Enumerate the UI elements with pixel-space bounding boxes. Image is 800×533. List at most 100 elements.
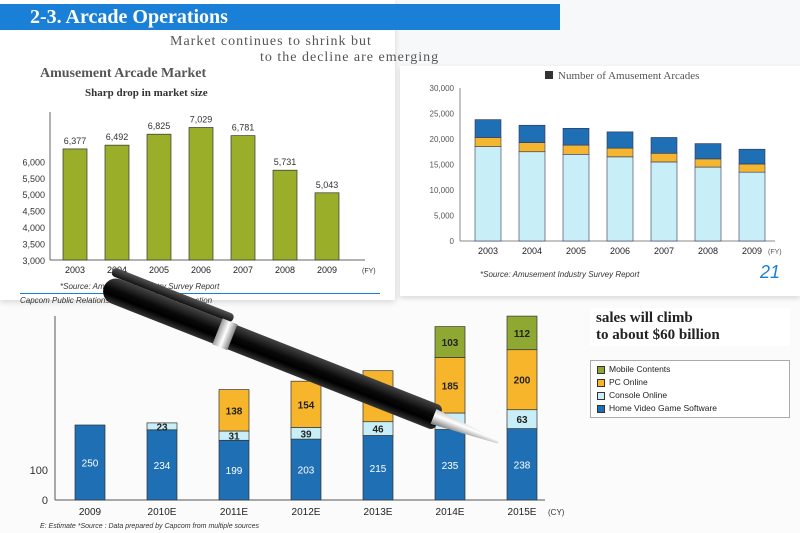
y-tick-label: 6,000 <box>22 157 45 167</box>
x-tick-label: 2005 <box>566 246 586 256</box>
bar-segment <box>562 144 590 155</box>
y-tick-label: 5,500 <box>22 174 45 184</box>
bar-segment <box>650 161 678 242</box>
bar <box>230 135 256 261</box>
x-tick-label: 2008 <box>275 265 295 275</box>
bar-data-label: 5,731 <box>274 157 297 167</box>
bar-segment <box>474 146 502 242</box>
bar-segment <box>694 158 722 168</box>
bar <box>104 144 130 261</box>
headline: sales will climb to about $60 billion <box>590 308 790 346</box>
x-tick-label: 2006 <box>191 265 211 275</box>
y-tick-label: 0 <box>42 495 48 507</box>
bar-data-label: 215 <box>370 464 387 475</box>
bar-data-label: 6,825 <box>148 121 171 131</box>
bar-data-label: 154 <box>298 400 315 411</box>
bar-segment <box>290 380 322 428</box>
bar-data-label: 203 <box>298 466 315 477</box>
y-tick-label: 3,500 <box>22 240 45 250</box>
legend-item: Home Video Game Software <box>597 402 783 415</box>
y-tick-label: 4,500 <box>22 207 45 217</box>
bar <box>62 148 88 261</box>
bar-segment <box>606 156 634 242</box>
bar-data-label: 138 <box>226 406 243 417</box>
left-sheet: Amusement Arcade Market Sharp drop in ma… <box>0 0 395 300</box>
y-tick-label: 5,000 <box>22 190 45 200</box>
x-unit-label: (FY) <box>362 268 376 275</box>
y-tick-label: 100 <box>30 465 48 477</box>
bottom-stacked-chart: 0 100 250 2009 234 23 2010E 199 31 138 2011E 203 39 1… <box>30 315 565 518</box>
bar-data-label: 6,377 <box>64 136 87 146</box>
y-tick-label: 20,000 <box>430 135 455 144</box>
top-report-pages: Amusement Arcade Market Sharp drop in ma… <box>0 0 800 305</box>
bar-segment <box>562 127 590 146</box>
subtitle-line2: to the decline are emerging <box>260 50 440 65</box>
y-tick-label: 10,000 <box>430 186 455 195</box>
x-tick-label: 2003 <box>65 265 85 275</box>
bar <box>272 169 298 261</box>
bar-segment <box>518 142 546 153</box>
section-title: 2-3. Arcade Operations <box>0 4 560 30</box>
bar-data-label: 5,043 <box>316 180 339 190</box>
bar-segment <box>738 171 766 242</box>
x-tick-label: 2015E <box>508 507 537 518</box>
bar <box>146 133 172 261</box>
bar-data-label: 238 <box>514 460 531 471</box>
x-tick-label: 2004 <box>522 246 542 256</box>
footer-rule <box>20 293 380 294</box>
legend-item: PC Online <box>597 376 783 389</box>
y-tick-label: 5,000 <box>434 212 455 221</box>
x-tick-label: 2007 <box>654 246 674 256</box>
bar-data-label: 235 <box>442 461 459 472</box>
x-tick-label: 2012E <box>292 507 321 518</box>
bar-segment <box>518 151 546 242</box>
right-chart-legend-label: Number of Amusement Arcades <box>545 70 699 82</box>
bar-segment <box>518 124 546 143</box>
bar-segment <box>290 438 322 501</box>
right-sheet: 0 5,000 10,000 15,000 20,000 25,000 30,000 2003… <box>400 66 800 296</box>
bar-segment <box>474 137 502 147</box>
bar-segment <box>650 152 678 163</box>
page-number: 21 <box>760 262 781 282</box>
market-size-chart: Sharp drop in market size 3,000 3,500 4,000… <box>22 87 376 275</box>
bar-segment <box>738 163 766 173</box>
bar-data-label: 234 <box>154 461 171 472</box>
arcade-count-chart: 0 5,000 10,000 15,000 20,000 25,000 30,000 2003… <box>430 84 782 256</box>
bar-segment <box>506 349 538 411</box>
bar-segment <box>474 119 502 138</box>
bar-data-label: 199 <box>226 466 243 477</box>
bar-data-label: 31 <box>228 432 240 443</box>
x-tick-label: 2013E <box>364 507 393 518</box>
bar-segment <box>606 147 634 158</box>
bar-segment <box>650 137 678 154</box>
bar-data-label: 185 <box>442 381 459 392</box>
x-tick-label: 2005 <box>149 265 169 275</box>
bar-segment <box>506 315 538 351</box>
bar-data-label: 6,781 <box>232 123 255 133</box>
bar-data-label: 46 <box>372 425 384 436</box>
bar-segment <box>434 326 466 358</box>
y-tick-label: 15,000 <box>430 161 455 170</box>
x-unit-label: (FY) <box>768 249 782 256</box>
bar-segment <box>146 422 178 431</box>
bar-segment <box>218 389 250 432</box>
x-tick-label: 2007 <box>233 265 253 275</box>
subtitle-line1: Market continues to shrink but <box>170 34 372 49</box>
bar-segment <box>694 166 722 242</box>
bar-segment <box>146 429 178 501</box>
x-unit-label: (CY) <box>548 508 565 517</box>
bar-data-label: 6,492 <box>106 132 129 142</box>
x-tick-label: 2014E <box>436 507 465 518</box>
x-tick-label: 2003 <box>478 246 498 256</box>
bar-data-label: 200 <box>514 376 531 387</box>
y-tick-label: 25,000 <box>430 110 455 119</box>
x-tick-label: 2010E <box>148 507 177 518</box>
y-tick-label: 4,000 <box>22 223 45 233</box>
bar-segment <box>694 143 722 160</box>
x-tick-label: 2006 <box>610 246 630 256</box>
bar-data-label: 63 <box>516 415 528 426</box>
bar-data-label: 39 <box>300 429 312 440</box>
y-tick-label: 30,000 <box>430 84 455 93</box>
bar-segment <box>74 424 106 501</box>
left-heading: Amusement Arcade Market <box>40 66 207 81</box>
